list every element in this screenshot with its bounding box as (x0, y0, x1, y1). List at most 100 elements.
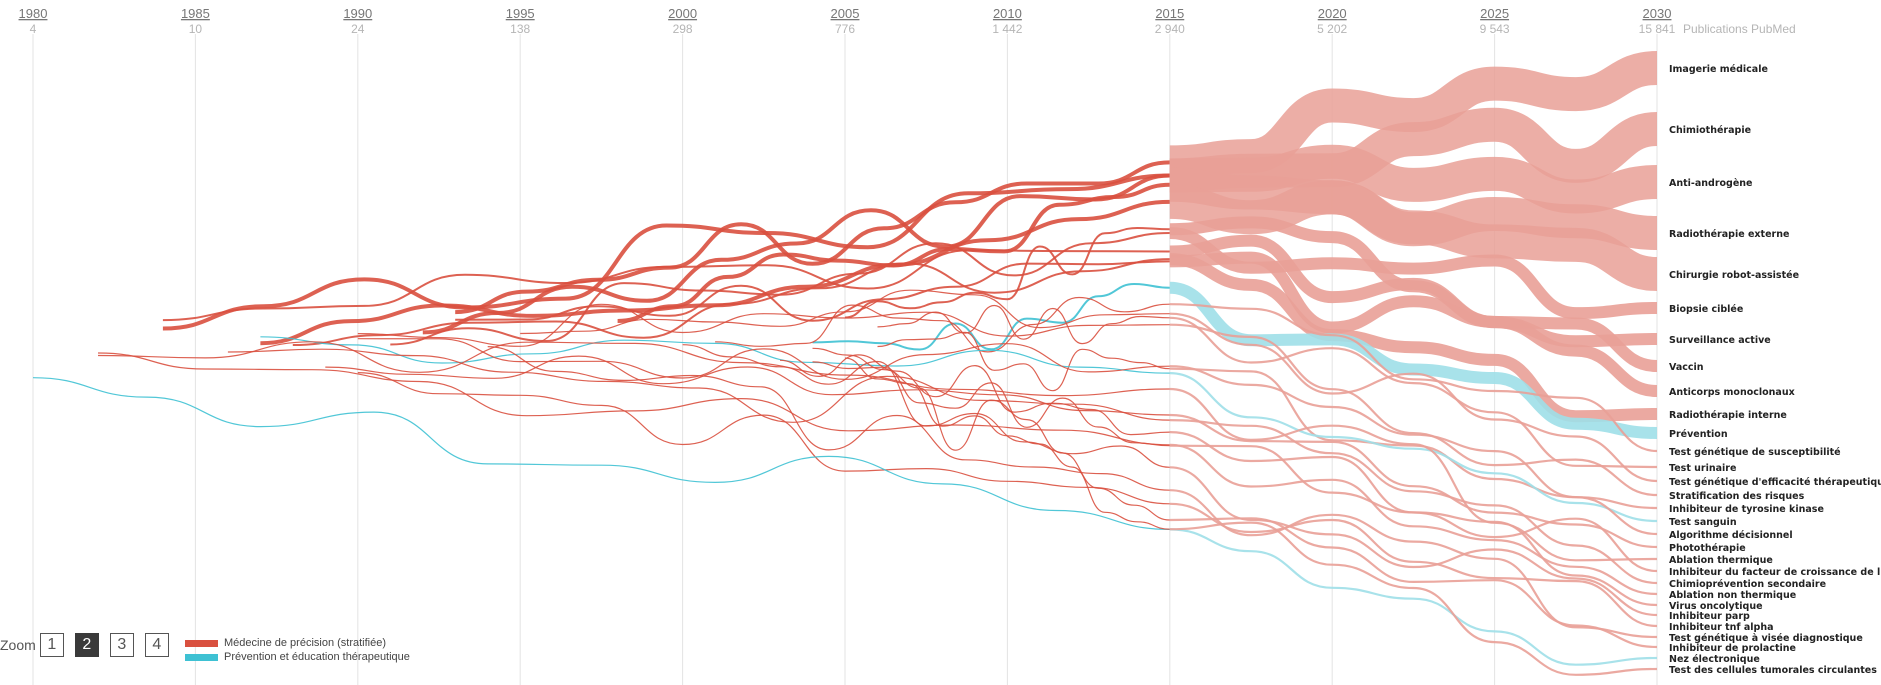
series-label-24[interactable]: Virus oncolytique (1669, 601, 1763, 612)
projection-band-24 (1169, 444, 1658, 607)
count-tick-1980: 4 (30, 22, 37, 36)
year-tick-2025[interactable]: 2025 (1480, 6, 1509, 21)
count-tick-1995: 138 (510, 22, 530, 36)
series-label-7[interactable]: Surveillance active (1669, 335, 1771, 346)
history-line-18 (357, 338, 1170, 381)
history-line-9 (455, 260, 1170, 322)
projection-band-23 (1169, 443, 1658, 596)
history-line-3 (422, 173, 1170, 335)
series-label-13[interactable]: Test urinaire (1669, 463, 1736, 474)
history-line-29 (32, 377, 1170, 530)
series-label-21[interactable]: Inhibiteur du facteur de croissance de l… (1669, 567, 1881, 578)
series-label-20[interactable]: Ablation thermique (1669, 555, 1773, 566)
series-label-17[interactable]: Test sanguin (1669, 517, 1737, 528)
count-tick-2005: 776 (835, 22, 855, 36)
zoom-label: Zoom (0, 637, 36, 653)
count-tick-2025: 9 543 (1480, 22, 1510, 36)
legend: Médecine de précision (stratifiée) Préve… (185, 636, 410, 664)
history-line-17 (260, 336, 1170, 374)
projection-band-15 (1169, 323, 1658, 497)
legend-label-prevention: Prévention et éducation thérapeutique (224, 651, 410, 663)
series-label-26[interactable]: Inhibiteur tnf alpha (1669, 622, 1774, 633)
history-line-21 (779, 354, 1170, 436)
series-label-6[interactable]: Biopsie ciblée (1669, 304, 1743, 315)
series-label-25[interactable]: Inhibiteur parp (1669, 611, 1750, 622)
projection-band-20 (1169, 387, 1658, 562)
zoom-button-1[interactable]: 1 (39, 633, 64, 657)
series-label-1[interactable]: Imagerie médicale (1669, 64, 1768, 75)
projection-band-10 (1169, 253, 1658, 423)
year-tick-1985[interactable]: 1985 (181, 6, 210, 21)
projection-band-30 (1169, 521, 1658, 676)
series-label-8[interactable]: Vaccin (1669, 362, 1704, 373)
projection-band-29 (1169, 528, 1658, 666)
year-tick-2005[interactable]: 2005 (831, 6, 860, 21)
series-label-5[interactable]: Chirurgie robot-assistée (1669, 270, 1799, 281)
history-line-20 (97, 341, 1170, 397)
year-tick-2015[interactable]: 2015 (1155, 6, 1184, 21)
year-tick-1990[interactable]: 1990 (343, 6, 372, 21)
projection-band-26 (1169, 502, 1658, 628)
history-line-25 (682, 344, 1170, 468)
year-tick-2020[interactable]: 2020 (1318, 6, 1347, 21)
count-tick-2020: 5 202 (1317, 22, 1347, 36)
projection-band-9 (1169, 251, 1658, 397)
zoom-control: Zoom 1 2 3 4 (0, 633, 180, 657)
history-line-26 (357, 372, 1170, 505)
history-line-28 (812, 347, 1170, 521)
year-tick-2010[interactable]: 2010 (993, 6, 1022, 21)
projection-band-3 (1169, 144, 1658, 214)
projection-band-6 (1169, 227, 1658, 320)
projection-band-17 (1169, 372, 1658, 523)
series-labels: Imagerie médicale Chimiothérapie Anti-andr… (1669, 64, 1881, 676)
series-label-29[interactable]: Nez électronique (1669, 654, 1760, 665)
series-label-12[interactable]: Test génétique de susceptibilité (1669, 447, 1841, 458)
series-label-11[interactable]: Prévention (1669, 429, 1728, 440)
history-line-7 (844, 226, 1170, 319)
legend-swatch-precision (185, 639, 218, 647)
year-tick-1980[interactable]: 1980 (19, 6, 48, 21)
history-line-2 (162, 173, 1170, 331)
zoom-button-2[interactable]: 2 (74, 633, 99, 657)
series-label-16[interactable]: Inhibiteur de tyrosine kinase (1669, 504, 1824, 515)
series-label-14[interactable]: Test génétique d'efficacité thérapeutiqu… (1669, 477, 1881, 488)
series-label-2[interactable]: Chimiothérapie (1669, 125, 1751, 136)
series-label-28[interactable]: Inhibiteur de prolactine (1669, 643, 1796, 654)
zoom-button-3[interactable]: 3 (109, 633, 134, 657)
unit-label: Publications PubMed (1683, 22, 1796, 36)
projection-band-25 (1169, 466, 1658, 617)
series-label-27[interactable]: Test génétique à visée diagnostique (1669, 633, 1863, 644)
series-label-9[interactable]: Anticorps monoclonaux (1669, 387, 1795, 398)
year-tick-2000[interactable]: 2000 (668, 6, 697, 21)
year-tick-2030[interactable]: 2030 (1643, 6, 1672, 21)
series-label-3[interactable]: Anti-androgène (1669, 178, 1753, 189)
series-label-15[interactable]: Stratification des risques (1669, 491, 1805, 502)
projection-band-22 (1169, 419, 1658, 585)
projection-band-13 (1169, 316, 1658, 469)
series-label-23[interactable]: Ablation non thermique (1669, 590, 1796, 601)
series-label-30[interactable]: Test des cellules tumorales circulantes (1669, 665, 1877, 676)
series-label-10[interactable]: Radiothérapie interne (1669, 410, 1787, 421)
projection-band-19 (1169, 413, 1658, 549)
history-line-15 (357, 303, 1170, 347)
history-line-13 (877, 304, 1170, 345)
year-tick-1995[interactable]: 1995 (506, 6, 535, 21)
series-label-19[interactable]: Photothérapie (1669, 543, 1746, 554)
projection-band-28 (1169, 517, 1658, 649)
legend-item-prevention: Prévention et éducation thérapeutique (185, 650, 410, 664)
count-tick-2030: 15 841 (1639, 22, 1676, 36)
series-label-22[interactable]: Chimioprévention secondaire (1669, 579, 1826, 590)
history-line-23 (97, 352, 1170, 446)
zoom-button-4[interactable]: 4 (144, 633, 169, 657)
history-line-22 (227, 348, 1170, 423)
count-tick-2015: 2 940 (1155, 22, 1185, 36)
projection-band-18 (1169, 365, 1658, 536)
history-line-8 (162, 249, 1170, 322)
history-line-10 (292, 258, 1170, 346)
history-line-14 (520, 289, 1170, 335)
series-label-4[interactable]: Radiothérapie externe (1669, 229, 1789, 240)
projection-band-11 (1169, 281, 1658, 439)
history-line-11 (812, 282, 1170, 351)
series-label-18[interactable]: Algorithme décisionnel (1669, 530, 1793, 541)
